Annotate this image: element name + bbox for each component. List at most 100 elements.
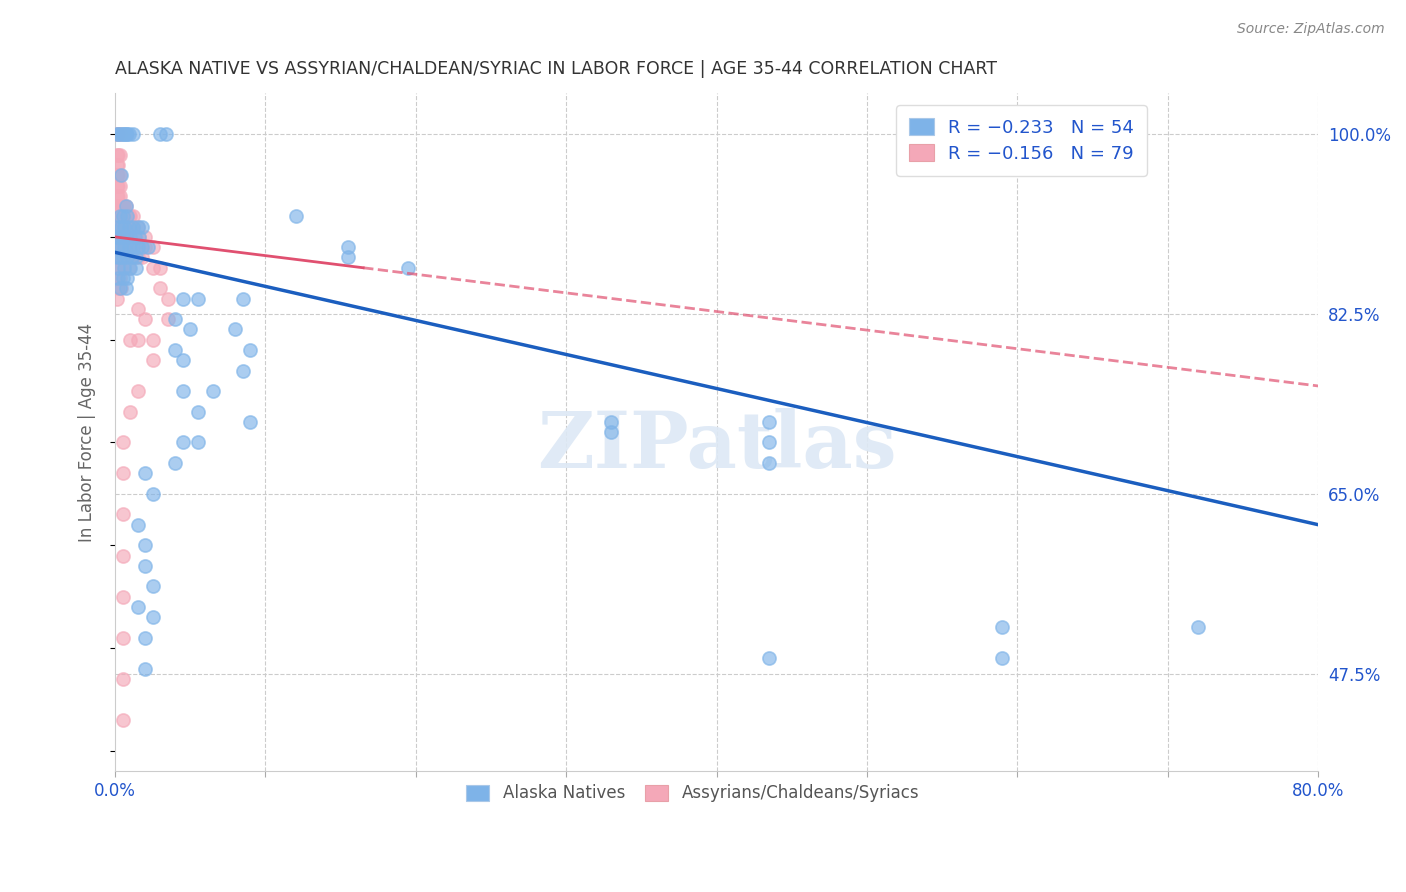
- Point: [111, 590, 134, 604]
- Point: [105, 240, 128, 254]
- Point: [111, 240, 134, 254]
- Point: [111, 713, 134, 727]
- Point: [149, 281, 172, 295]
- Point: [165, 456, 187, 470]
- Point: [142, 260, 165, 275]
- Point: [111, 251, 134, 265]
- Point: [127, 240, 149, 254]
- Point: [108, 271, 131, 285]
- Point: [232, 292, 254, 306]
- Point: [600, 425, 623, 440]
- Point: [112, 210, 135, 224]
- Point: [107, 281, 129, 295]
- Point: [105, 127, 128, 141]
- Point: [124, 230, 146, 244]
- Point: [142, 487, 165, 501]
- Point: [115, 219, 138, 234]
- Point: [239, 343, 262, 357]
- Point: [111, 672, 134, 686]
- Point: [134, 467, 156, 481]
- Point: [115, 210, 138, 224]
- Point: [991, 620, 1014, 634]
- Point: [114, 199, 136, 213]
- Point: [187, 292, 209, 306]
- Point: [108, 219, 131, 234]
- Point: [122, 210, 145, 224]
- Point: [134, 558, 156, 573]
- Point: [115, 251, 138, 265]
- Point: [131, 240, 153, 254]
- Point: [127, 219, 149, 234]
- Point: [120, 219, 142, 234]
- Point: [111, 230, 134, 244]
- Point: [122, 251, 145, 265]
- Point: [114, 210, 136, 224]
- Point: [142, 333, 165, 347]
- Point: [108, 210, 131, 224]
- Point: [108, 230, 131, 244]
- Point: [131, 251, 153, 265]
- Point: [111, 127, 134, 141]
- Point: [105, 230, 128, 244]
- Point: [108, 251, 131, 265]
- Point: [232, 363, 254, 377]
- Point: [112, 219, 135, 234]
- Point: [122, 240, 145, 254]
- Point: [991, 651, 1014, 665]
- Point: [107, 158, 129, 172]
- Point: [128, 240, 150, 254]
- Point: [110, 219, 132, 234]
- Text: ALASKA NATIVE VS ASSYRIAN/CHALDEAN/SYRIAC IN LABOR FORCE | AGE 35-44 CORRELATION: ALASKA NATIVE VS ASSYRIAN/CHALDEAN/SYRIA…: [115, 60, 997, 78]
- Point: [115, 240, 138, 254]
- Point: [120, 230, 142, 244]
- Point: [107, 271, 129, 285]
- Point: [105, 251, 128, 265]
- Point: [112, 219, 135, 234]
- Point: [111, 435, 134, 450]
- Point: [115, 271, 138, 285]
- Point: [156, 312, 179, 326]
- Point: [107, 219, 129, 234]
- Point: [107, 178, 129, 193]
- Point: [105, 230, 128, 244]
- Point: [127, 517, 149, 532]
- Point: [110, 281, 132, 295]
- Point: [117, 210, 139, 224]
- Point: [128, 230, 150, 244]
- Legend: Alaska Natives, Assyrians/Chaldeans/Syriacs: Alaska Natives, Assyrians/Chaldeans/Syri…: [454, 772, 931, 814]
- Point: [142, 353, 165, 368]
- Point: [110, 230, 132, 244]
- Text: ZIPatlas: ZIPatlas: [537, 408, 897, 483]
- Point: [105, 189, 128, 203]
- Point: [239, 415, 262, 429]
- Point: [337, 240, 360, 254]
- Point: [112, 260, 135, 275]
- Point: [105, 178, 128, 193]
- Point: [105, 210, 128, 224]
- Point: [758, 651, 780, 665]
- Point: [111, 251, 134, 265]
- Point: [105, 147, 128, 161]
- Point: [108, 189, 131, 203]
- Point: [224, 322, 246, 336]
- Point: [134, 312, 156, 326]
- Point: [127, 333, 149, 347]
- Point: [134, 631, 156, 645]
- Text: Source: ZipAtlas.com: Source: ZipAtlas.com: [1237, 22, 1385, 37]
- Point: [127, 384, 149, 398]
- Point: [127, 219, 149, 234]
- Point: [758, 435, 780, 450]
- Point: [111, 199, 134, 213]
- Point: [142, 610, 165, 624]
- Point: [117, 260, 139, 275]
- Point: [108, 199, 131, 213]
- Point: [110, 210, 132, 224]
- Point: [127, 251, 149, 265]
- Point: [122, 230, 145, 244]
- Point: [108, 168, 131, 182]
- Point: [110, 240, 132, 254]
- Point: [172, 435, 194, 450]
- Point: [120, 260, 142, 275]
- Point: [115, 251, 138, 265]
- Point: [111, 549, 134, 563]
